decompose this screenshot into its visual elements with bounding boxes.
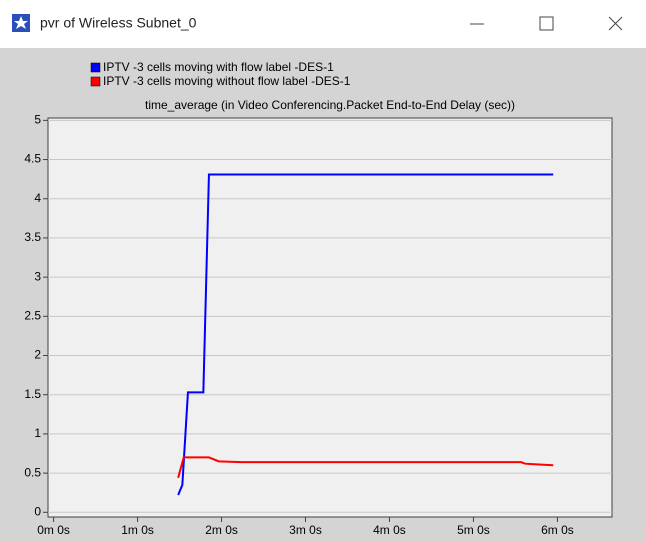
- y-tick-label: 2.5: [24, 308, 41, 322]
- y-tick-label: 1.5: [24, 387, 41, 401]
- y-tick-label: 0: [34, 504, 41, 518]
- y-tick-label: 4.5: [24, 152, 41, 166]
- x-tick-label: 2m 0s: [205, 523, 238, 537]
- y-tick-label: 0.5: [24, 465, 41, 479]
- x-tick-label: 0m 0s: [37, 523, 70, 537]
- x-tick-label: 4m 0s: [373, 523, 406, 537]
- legend-swatch: [90, 76, 101, 87]
- legend-label: IPTV -3 cells moving without flow label …: [103, 74, 351, 88]
- x-tick-label: 1m 0s: [121, 523, 154, 537]
- window-title: pvr of Wireless Subnet_0: [40, 15, 197, 31]
- maximize-button[interactable]: [539, 16, 554, 31]
- y-tick-label: 2: [34, 348, 41, 362]
- plot-area: [47, 117, 613, 518]
- legend-label: IPTV -3 cells moving with flow label -DE…: [103, 60, 334, 74]
- legend-swatch: [90, 62, 101, 73]
- close-button[interactable]: [608, 16, 623, 31]
- title-bar: [0, 0, 646, 48]
- y-tick-label: 3.5: [24, 230, 41, 244]
- y-tick-label: 4: [34, 191, 41, 205]
- y-tick-label: 3: [34, 269, 41, 283]
- y-tick-label: 1: [34, 426, 41, 440]
- x-tick-label: 6m 0s: [541, 523, 574, 537]
- x-tick-label: 5m 0s: [457, 523, 490, 537]
- series-line: [177, 456, 554, 479]
- x-tick-label: 3m 0s: [289, 523, 322, 537]
- app-icon-star: [14, 16, 28, 29]
- y-tick-label: 5: [34, 113, 41, 127]
- chart-title: time_average (in Video Conferencing.Pack…: [145, 98, 515, 112]
- series-line: [177, 173, 554, 496]
